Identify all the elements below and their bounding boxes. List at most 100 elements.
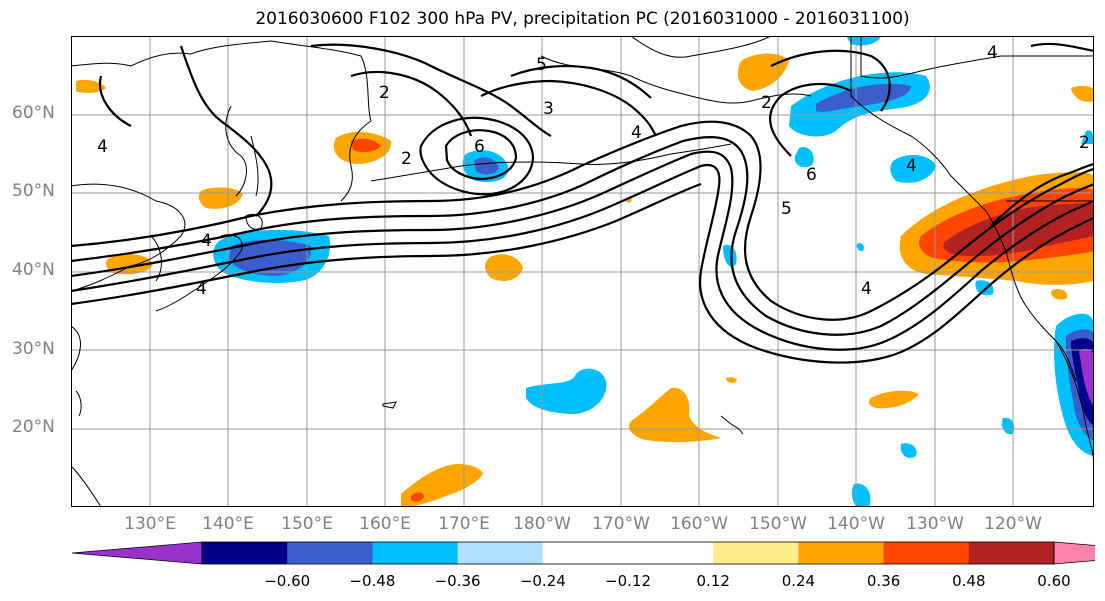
precip-neg-baja-4 [1079, 348, 1094, 406]
precip-neg-japan-core [229, 239, 312, 276]
precip-pos-westcoast-3 [943, 203, 1094, 257]
lon-label-150e: 150°E [281, 514, 333, 534]
pv-contour-3 [71, 150, 1094, 351]
pv-contours [71, 42, 1094, 364]
precip-neg-dot4 [1001, 417, 1015, 435]
contour-label: 5 [781, 199, 792, 219]
pv-contour-4 [71, 163, 1094, 364]
colorbar-arrow-right [1053, 541, 1105, 565]
pv-contour-17 [990, 162, 1094, 227]
precip-neg-dot5 [851, 483, 871, 507]
island-1 [382, 401, 397, 409]
coast-philippines [71, 465, 102, 507]
pv-contour-16 [510, 64, 652, 99]
precip-neg-goa-core [816, 83, 911, 112]
pv-contour-11 [98, 75, 132, 127]
colorbar-outline [201, 541, 1055, 565]
contour-label: 2 [761, 93, 772, 113]
precip-pos-sub170e-core [411, 492, 424, 502]
contour-label: 4 [97, 137, 108, 157]
contour-label: 4 [196, 279, 207, 299]
contour-label: 4 [987, 43, 998, 63]
coast-korea [150, 235, 162, 282]
precip-neg-dot1 [723, 244, 737, 267]
pv-contour-9 [444, 129, 518, 181]
contour-label: 5 [536, 55, 547, 75]
precip-pos-dot1 [726, 377, 737, 383]
pv-contour-12 [770, 49, 891, 112]
pv-contour-15 [480, 79, 657, 137]
map-svg: 4 4 2 2 3 6 5 4 5 6 4 4 4 2 4 2 [71, 36, 1094, 507]
hawaii [720, 415, 744, 435]
colorbar-tick-label: 0.36 [866, 572, 901, 590]
coast-asia-north [71, 40, 372, 122]
colorbar-segments [71, 541, 1105, 565]
contour-label: 4 [201, 231, 212, 251]
contour-label: 6 [474, 137, 485, 157]
lon-label-130e: 130°E [124, 514, 176, 534]
contour-label: 6 [806, 165, 817, 185]
coast-us-west [1005, 250, 1077, 382]
colorbar-tick-label: 0.24 [781, 572, 816, 590]
lat-label-60n: 60°N [12, 103, 55, 123]
pv-contour-1 [71, 120, 1094, 321]
colorbar [71, 541, 1105, 569]
coast-kamchatka [340, 120, 372, 202]
precip-neg-ak2 [794, 147, 814, 168]
pv-contour-7 [350, 70, 473, 137]
colorbar-segment [968, 542, 1055, 564]
precip-neg-dot3 [900, 443, 917, 458]
colorbar-segment [798, 542, 885, 564]
coast-bc [985, 210, 1007, 252]
precip-neg-goa-top [846, 36, 881, 46]
lon-label-160e: 160°E [359, 514, 411, 534]
precip-shading [76, 36, 1094, 507]
lon-label-180w: 180°W [513, 514, 571, 534]
colorbar-svg [71, 541, 1105, 565]
precip-neg-dot2 [975, 280, 994, 296]
coast-se-alaska [850, 95, 987, 212]
pv-contour-14 [1030, 42, 1094, 53]
lon-label-150w: 150°W [749, 514, 807, 534]
lat-label-40n: 40°N [12, 260, 55, 280]
precip-neg-ak [890, 154, 936, 183]
colorbar-segment [457, 542, 544, 564]
colorbar-segment [202, 542, 288, 564]
precip-pos-hawaii-e [868, 390, 919, 409]
pv-contour-13 [769, 82, 852, 157]
precip-pos-sub160w [629, 387, 721, 443]
coast-japan [155, 234, 243, 312]
colorbar-tick-label: −0.12 [605, 572, 651, 590]
colorbar-segment [883, 542, 970, 564]
coast-aleutian [370, 143, 732, 182]
precip-pos-kuril [198, 187, 243, 209]
precip-neg-east [1081, 130, 1094, 144]
lon-label-130w: 130°W [906, 514, 964, 534]
pv-contour-6 [310, 43, 552, 137]
precip-pos-okhotsk-core [351, 138, 381, 153]
precip-pos-40n165e [485, 254, 523, 281]
pv-contour-2 [71, 136, 1094, 336]
colorbar-segment [542, 542, 629, 564]
colorbar-tick-label: −0.60 [264, 572, 311, 590]
colorbar-arrow-left [71, 541, 203, 565]
coast-sakhalin [250, 135, 259, 197]
colorbar-segment [287, 542, 373, 564]
precip-pos-kamch [76, 79, 106, 93]
contour-label: 2 [401, 149, 412, 169]
precip-pos-dot3 [1051, 288, 1068, 300]
coast-china [71, 183, 186, 292]
lat-label-20n: 20°N [12, 417, 55, 437]
coast-taiwan [75, 390, 82, 417]
contour-label: 4 [861, 279, 872, 299]
lon-label-160w: 160°W [670, 514, 728, 534]
lat-label-30n: 30°N [12, 339, 55, 359]
coast-canada-north [860, 36, 1094, 79]
pv-contour-8 [419, 116, 535, 196]
precip-pos-aleut [737, 53, 789, 91]
precip-neg-c170e-core [474, 157, 499, 175]
lon-label-140e: 140°E [202, 514, 254, 534]
coast-okhotsk [225, 105, 247, 197]
lat-label-50n: 50°N [12, 181, 55, 201]
map-panel: 4 4 2 2 3 6 5 4 5 6 4 4 4 2 4 2 [71, 36, 1094, 507]
